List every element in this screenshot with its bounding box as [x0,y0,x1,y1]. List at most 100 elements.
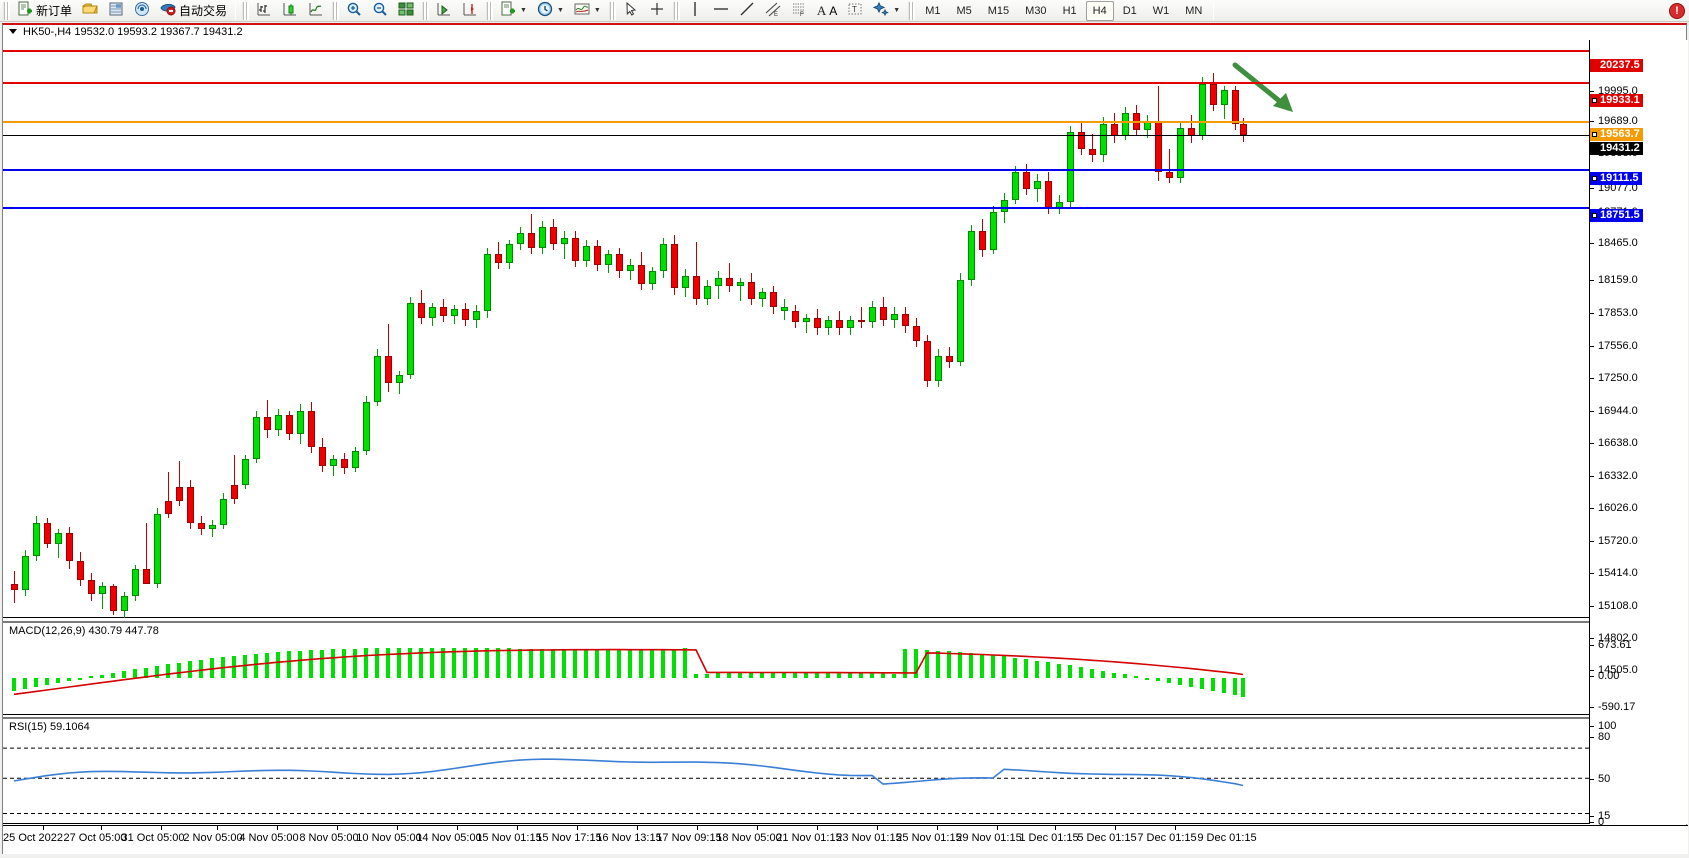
macd-bar [1145,678,1149,680]
level-drag-handle[interactable] [1592,213,1597,218]
macd-bar [452,647,456,678]
timeframe-h4-button[interactable]: H4 [1085,0,1114,21]
vertical-line-tool-button[interactable] [683,1,707,21]
line-chart-button[interactable] [304,1,328,21]
equidistant-channel-tool-button[interactable]: E [761,1,785,21]
text-label-tool-button[interactable]: T [843,1,867,21]
horizontal-line-tool-button[interactable] [709,1,733,21]
level-line-18752[interactable] [3,206,1589,209]
equidistant-channel-icon: E [765,1,781,20]
timeframe-h1-button[interactable]: H1 [1056,1,1084,21]
toolbar-grip[interactable] [908,1,916,20]
bar-chart-button[interactable] [252,1,276,21]
time-scale[interactable]: 25 Oct 2022 27 Oct 05:00 31 Oct 05:00 2 Nov… [3,825,1688,856]
horizontal-line-icon [713,1,729,20]
toolbar-grip[interactable] [672,1,680,20]
indicators-button[interactable]: ▼ [496,1,531,21]
price-tick-label: 16026.0 [1598,502,1638,514]
down-trend-arrow [1232,62,1293,112]
time-label: 4 Nov 05:00 [239,832,299,844]
fibonacci-tool-button[interactable]: F [787,1,811,21]
market-watch-button[interactable] [104,1,128,21]
timeframe-mn-button[interactable]: MN [1178,1,1209,21]
macd-bar [540,648,544,678]
new-order-icon [17,1,33,20]
macd-bar [1241,678,1245,697]
period-button[interactable]: ▼ [533,1,568,21]
resistance-tag-19933[interactable]: 19933.1 [1590,94,1643,107]
level-drag-handle[interactable] [1592,98,1597,103]
resistance-tag-20237[interactable]: 20237.5 [1590,59,1643,72]
crosshair-tool-button[interactable] [645,1,669,21]
toolbar-grip[interactable] [3,1,10,20]
price-tag-19431[interactable]: 19431.2 [1590,142,1643,155]
zoom-out-button[interactable] [368,1,392,21]
trendline-tool-button[interactable] [735,1,759,21]
level-line-19431[interactable] [3,135,1589,137]
tile-windows-button[interactable] [394,1,418,21]
price-tick-label: 19689.0 [1598,115,1638,127]
level-line-19933[interactable] [3,82,1589,85]
shapes-tool-button[interactable]: ▼ [869,1,904,21]
price-tick-label: 18465.0 [1598,237,1638,249]
chevron-down-icon[interactable]: ▼ [893,7,901,14]
macd-bar [606,649,610,678]
alert-badge[interactable]: ! [1669,3,1685,19]
candlestick-chart-button[interactable] [278,1,302,21]
toolbar-grip[interactable] [486,1,494,20]
vertical-line-icon [687,1,703,20]
zoom-in-button[interactable] [342,1,366,21]
macd-bar [474,648,478,678]
templates-button[interactable]: ▼ [570,1,605,21]
macd-bar [67,678,71,681]
cursor-tool-button[interactable] [619,1,643,21]
time-label: 2 Nov 05:00 [183,832,243,844]
level-drag-handle[interactable] [1592,132,1597,137]
timeframe-w1-button[interactable]: W1 [1146,1,1177,21]
price-pane[interactable] [3,40,1589,618]
support-tag-19111[interactable]: 19111.5 [1590,172,1642,185]
time-label: 31 Oct 05:00 [121,832,185,844]
level-line-19112[interactable] [3,168,1589,171]
price-tick-label: 16944.0 [1598,405,1638,417]
timeframe-m30-button[interactable]: M30 [1018,1,1053,21]
macd-pane[interactable]: MACD(12,26,9) 430.79 447.78 [3,621,1589,715]
rsi-tick-label: 15 [1598,810,1611,822]
value-scale[interactable]: 20237.519995.019689.019563.019431.219383… [1589,40,1688,828]
macd-bar [1123,674,1127,678]
macd-bar [903,648,907,678]
rsi-pane[interactable]: RSI(15) 59.1064 [3,717,1589,824]
auto-scroll-button[interactable] [432,1,456,21]
auto-scroll-icon [436,1,452,20]
timeframe-label: W1 [1152,4,1170,17]
timeframe-m5-button[interactable]: M5 [949,1,978,21]
macd-bar [122,671,126,678]
profiles-button[interactable] [78,1,102,21]
level-line-19564[interactable] [3,121,1589,124]
timeframe-d1-button[interactable]: D1 [1116,1,1144,21]
level-drag-handle[interactable] [1592,176,1597,181]
chevron-down-icon[interactable]: ▼ [556,7,564,14]
chevron-down-icon[interactable]: ▼ [593,7,601,14]
toolbar-grip[interactable] [332,1,340,20]
auto-trading-button[interactable]: 自动交易 [156,1,231,21]
macd-bar [199,659,203,678]
timeframe-m15-button[interactable]: M15 [981,1,1016,21]
chart-shift-button[interactable] [458,1,482,21]
timeframe-m1-button[interactable]: M1 [918,1,947,21]
candlestick-icon [282,1,298,20]
chart-menu-triangle-icon[interactable] [9,29,17,34]
toolbar-grip[interactable] [242,1,250,20]
macd-label: MACD(12,26,9) 430.79 447.78 [9,625,159,637]
data-window-button[interactable] [130,1,154,21]
level-line-20238[interactable] [3,50,1589,52]
chevron-down-icon[interactable]: ▼ [520,7,527,14]
new-order-button[interactable]: 新订单 [13,1,76,21]
macd-bar [1101,670,1105,678]
support-tag-18751[interactable]: 18751.5 [1590,209,1643,222]
auto-trading-icon [160,1,176,20]
toolbar-grip[interactable] [608,1,616,20]
pivot-tag-19563[interactable]: 19563.7 [1590,128,1643,141]
toolbar-grip[interactable] [422,1,430,20]
